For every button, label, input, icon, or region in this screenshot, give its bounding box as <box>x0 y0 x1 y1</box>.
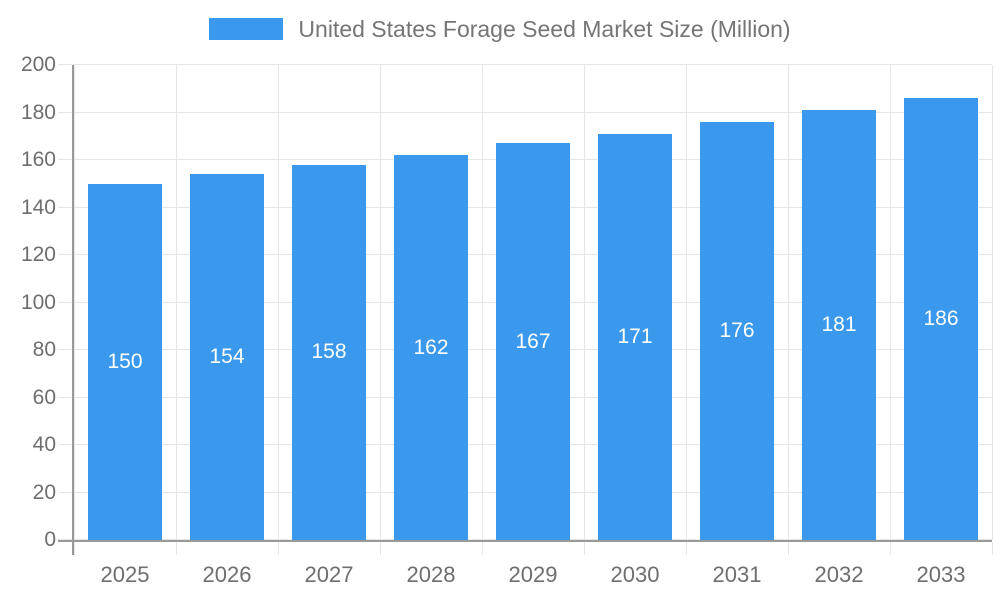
x-axis-tick <box>176 542 177 555</box>
y-axis-tick <box>58 301 74 303</box>
y-tick-label: 140 <box>20 195 56 219</box>
gridline-vertical <box>482 65 483 540</box>
x-axis-tick <box>788 542 789 555</box>
x-axis-tick <box>278 542 279 555</box>
x-tick-label: 2030 <box>610 562 660 587</box>
x-axis-tick <box>584 542 585 555</box>
y-axis-tick <box>58 254 74 255</box>
gridline-vertical <box>584 65 585 540</box>
legend-label: United States Forage Seed Market Size (M… <box>298 16 791 42</box>
bar-value-label: 186 <box>923 307 959 331</box>
x-tick-label: 2033 <box>916 562 966 587</box>
y-tick-label: 40 <box>32 433 56 456</box>
bar: 171 <box>598 133 672 540</box>
x-tick-label: 2025 <box>100 562 150 587</box>
bar-value-label: 181 <box>821 313 857 337</box>
x-tick-label: 2028 <box>406 562 456 587</box>
y-axis-tick <box>58 349 74 350</box>
y-tick-label: 60 <box>32 385 56 409</box>
y-axis-line <box>72 65 74 555</box>
gridline-vertical <box>788 65 789 540</box>
y-tick-label: 100 <box>20 290 56 314</box>
y-tick-label: 0 <box>44 528 56 551</box>
gridline-vertical <box>890 65 891 540</box>
bar-value-label: 167 <box>515 329 551 353</box>
x-axis-tick <box>890 542 891 555</box>
x-axis-tick <box>686 542 687 555</box>
y-tick-label: 160 <box>20 148 56 171</box>
bar: 158 <box>292 164 366 540</box>
legend-swatch <box>209 18 284 40</box>
y-axis-tick <box>58 396 74 398</box>
bar: 167 <box>496 143 570 540</box>
x-axis-tick <box>74 542 75 555</box>
x-axis-tick <box>992 542 993 555</box>
bar: 154 <box>190 174 264 540</box>
gridline-vertical <box>278 65 279 540</box>
gridline-vertical <box>380 65 381 540</box>
gridline-horizontal <box>74 111 992 113</box>
y-axis-tick <box>58 159 74 160</box>
bar-value-label: 154 <box>209 345 245 369</box>
y-axis-tick <box>58 64 74 65</box>
y-tick-label: 200 <box>20 53 56 76</box>
y-axis-tick <box>58 491 74 493</box>
bar: 186 <box>904 98 978 540</box>
bar-value-label: 158 <box>311 340 347 364</box>
y-axis-tick <box>58 539 74 540</box>
x-axis-line <box>58 540 992 542</box>
gridline-vertical <box>176 65 177 540</box>
x-axis-tick <box>482 542 483 555</box>
gridline-vertical <box>992 65 993 540</box>
bar: 150 <box>88 183 162 540</box>
bar-value-label: 171 <box>617 324 653 348</box>
bar: 181 <box>802 110 876 540</box>
bar: 162 <box>394 155 468 540</box>
y-axis-tick <box>58 111 74 113</box>
x-tick-label: 2032 <box>814 562 864 587</box>
gridline-vertical <box>686 65 687 540</box>
y-tick-label: 120 <box>20 243 56 266</box>
x-tick-label: 2027 <box>304 562 354 587</box>
bar-value-label: 176 <box>719 319 755 342</box>
bar-value-label: 162 <box>413 335 449 359</box>
y-tick-label: 180 <box>20 100 56 124</box>
gridline-horizontal <box>74 64 992 65</box>
x-tick-label: 2029 <box>508 562 558 587</box>
legend[interactable]: United States Forage Seed Market Size (M… <box>0 16 1000 42</box>
y-axis-tick <box>58 206 74 208</box>
x-tick-label: 2031 <box>712 562 762 587</box>
y-axis-tick <box>58 444 74 445</box>
x-axis-tick <box>380 542 381 555</box>
bar-value-label: 150 <box>107 349 143 373</box>
gridline-vertical <box>74 65 75 540</box>
x-tick-label: 2026 <box>202 562 252 587</box>
bar: 176 <box>700 122 774 540</box>
y-tick-label: 20 <box>32 480 56 504</box>
y-tick-label: 80 <box>32 338 56 361</box>
